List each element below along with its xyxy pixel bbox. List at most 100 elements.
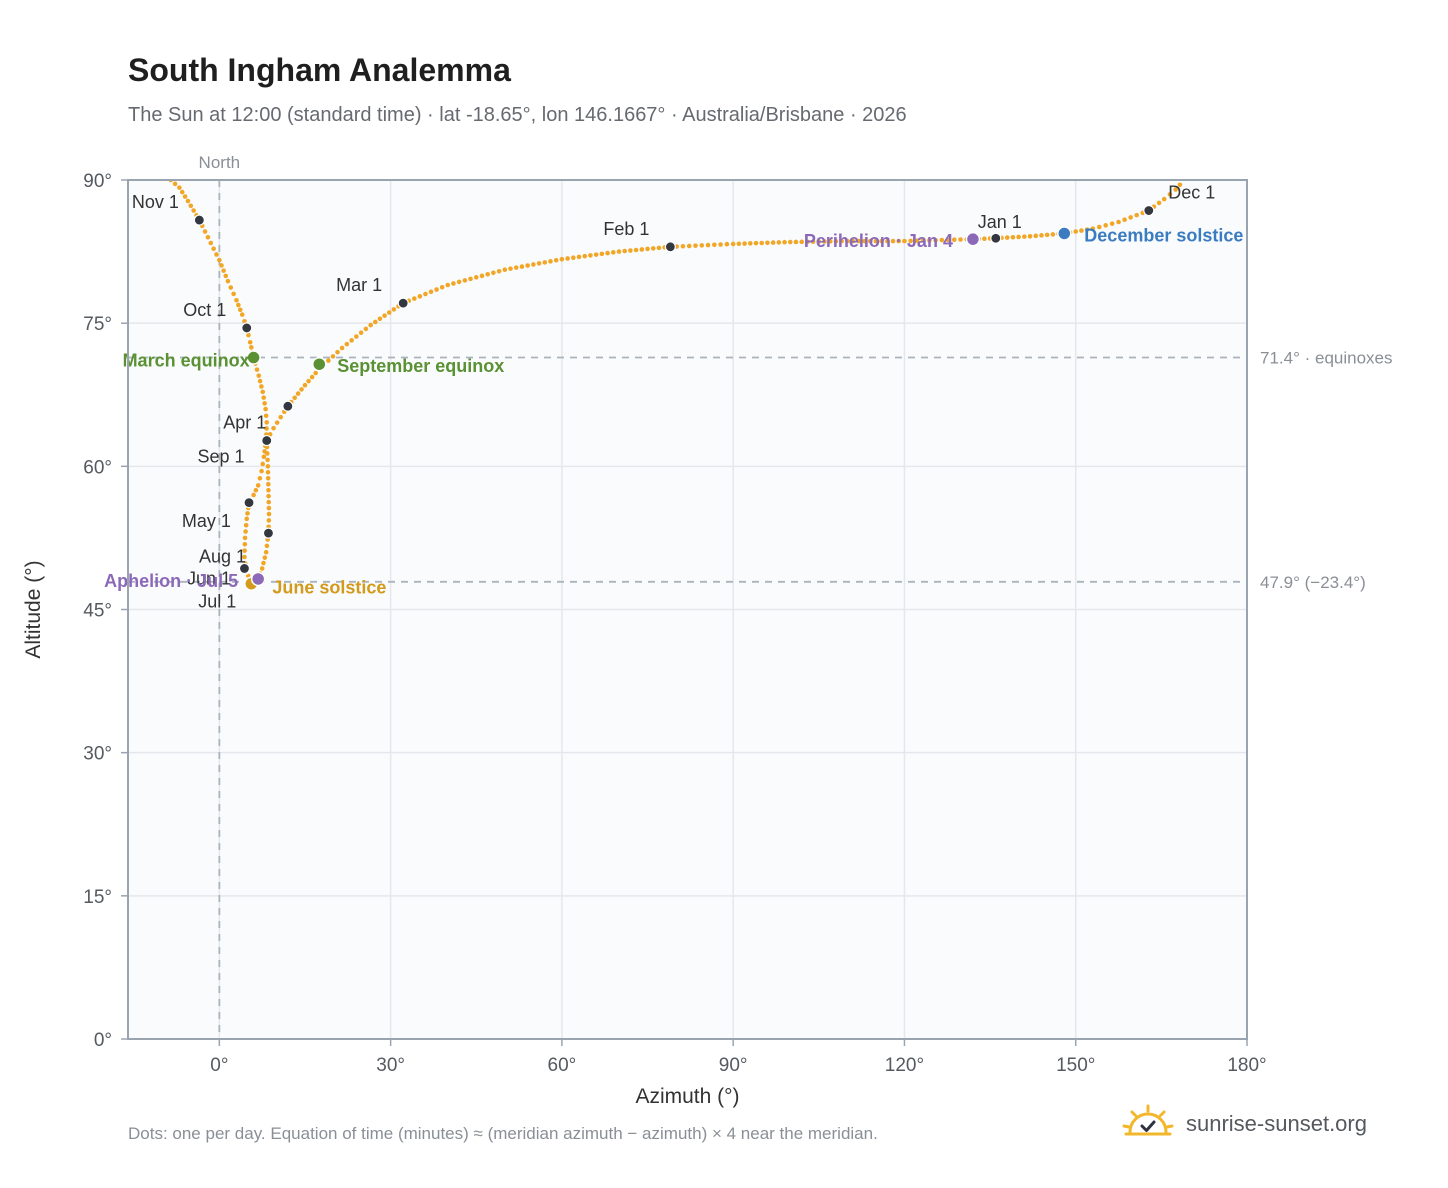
path-dot — [856, 238, 862, 244]
path-dot — [473, 275, 479, 280]
path-dot — [599, 251, 605, 257]
path-dot — [1109, 221, 1115, 226]
brand[interactable]: sunrise-sunset.org — [1120, 1102, 1367, 1146]
event-marker — [246, 350, 261, 365]
x-tick-label: 90° — [719, 1055, 748, 1076]
path-dot — [699, 243, 705, 248]
path-dot — [496, 268, 502, 274]
path-dot — [292, 395, 298, 401]
path-dot — [262, 555, 268, 560]
month-label: Nov 1 — [132, 192, 179, 212]
month-marker — [262, 527, 275, 539]
path-dot — [262, 401, 267, 406]
path-dot — [259, 384, 264, 389]
x-tick-label: 30° — [376, 1055, 405, 1076]
path-dot — [862, 238, 867, 244]
path-dot — [958, 237, 963, 242]
path-dot — [266, 518, 272, 523]
path-dot — [423, 291, 428, 297]
path-dot — [295, 391, 301, 396]
path-dot — [261, 454, 267, 460]
path-dot — [1103, 223, 1108, 228]
month-marker — [1143, 204, 1155, 217]
path-dot — [244, 516, 250, 522]
path-dot — [1016, 234, 1021, 240]
path-dot — [1044, 232, 1050, 238]
path-dot — [502, 267, 508, 273]
path-dot — [1173, 187, 1178, 192]
path-dot — [236, 302, 241, 308]
path-dot — [234, 297, 239, 303]
month-marker — [282, 400, 294, 412]
path-dot — [182, 194, 188, 199]
path-dot — [479, 273, 485, 279]
path-dot — [251, 492, 256, 498]
path-dot — [833, 238, 839, 244]
path-dot — [491, 270, 496, 276]
event-label: September equinox — [337, 356, 504, 376]
month-marker — [664, 241, 676, 253]
path-dot — [622, 248, 627, 254]
x-tick-label: 120° — [885, 1055, 924, 1076]
month-marker — [238, 562, 251, 575]
month-label: Aug 1 — [199, 546, 246, 566]
path-dot — [639, 247, 645, 252]
path-dot — [1039, 233, 1044, 238]
path-dot — [172, 181, 178, 187]
month-label: Oct 1 — [183, 300, 226, 320]
path-dot — [770, 240, 776, 245]
path-dot — [776, 240, 782, 245]
north-label: North — [199, 153, 241, 172]
path-dot — [485, 271, 490, 277]
sun-logo-icon — [1120, 1102, 1176, 1147]
path-dot — [927, 238, 932, 243]
y-tick-label: 45° — [83, 601, 112, 622]
path-dot — [256, 373, 262, 378]
path-dot — [214, 252, 219, 257]
path-dot — [211, 246, 216, 252]
path-dot — [787, 239, 793, 245]
path-dot — [616, 249, 622, 254]
path-dot — [326, 358, 331, 363]
path-dot — [208, 240, 214, 246]
path-dot — [730, 241, 736, 247]
path-dot — [610, 250, 616, 255]
reference-line-label: 71.4° · equinoxes — [1260, 349, 1393, 368]
path-dot — [246, 332, 251, 338]
path-dot — [299, 387, 304, 392]
path-dot — [1073, 229, 1079, 234]
path-dot — [1116, 219, 1121, 225]
path-dot — [810, 239, 816, 244]
path-dot — [945, 237, 951, 243]
brand-name[interactable]: sunrise-sunset.org — [1186, 1111, 1367, 1136]
y-tick-label: 90° — [83, 171, 112, 192]
path-dot — [266, 505, 272, 511]
path-dot — [582, 253, 588, 259]
path-dot — [839, 238, 844, 244]
axis-ticks: 0° 30° 60° 90° 120° 150° 180° 0° 15° 30° 45° 60° 75°… — [83, 171, 1266, 1076]
path-dot — [548, 259, 553, 264]
event-marker — [1057, 226, 1072, 241]
path-dot — [1084, 227, 1090, 232]
month-label: Jul 1 — [198, 592, 236, 612]
event-marker — [965, 231, 981, 247]
path-dot — [309, 374, 315, 380]
path-dot — [339, 345, 345, 351]
y-tick-label: 0° — [94, 1030, 112, 1051]
path-dot — [368, 322, 373, 328]
x-tick-label: 60° — [548, 1055, 577, 1076]
month-label: Feb 1 — [603, 219, 649, 239]
path-dot — [742, 241, 747, 246]
event-label: Perihelion · Jan 4 — [804, 231, 953, 251]
path-dot — [845, 238, 850, 244]
path-dot — [1004, 235, 1010, 240]
y-tick-label: 60° — [83, 457, 112, 478]
path-dot — [513, 265, 519, 270]
path-dot — [712, 242, 717, 248]
path-dot — [354, 334, 359, 339]
path-dot — [261, 560, 266, 566]
path-dot — [748, 241, 753, 246]
path-dot — [188, 203, 194, 209]
reference-line-label: 47.9° (−23.4°) — [1260, 573, 1366, 592]
